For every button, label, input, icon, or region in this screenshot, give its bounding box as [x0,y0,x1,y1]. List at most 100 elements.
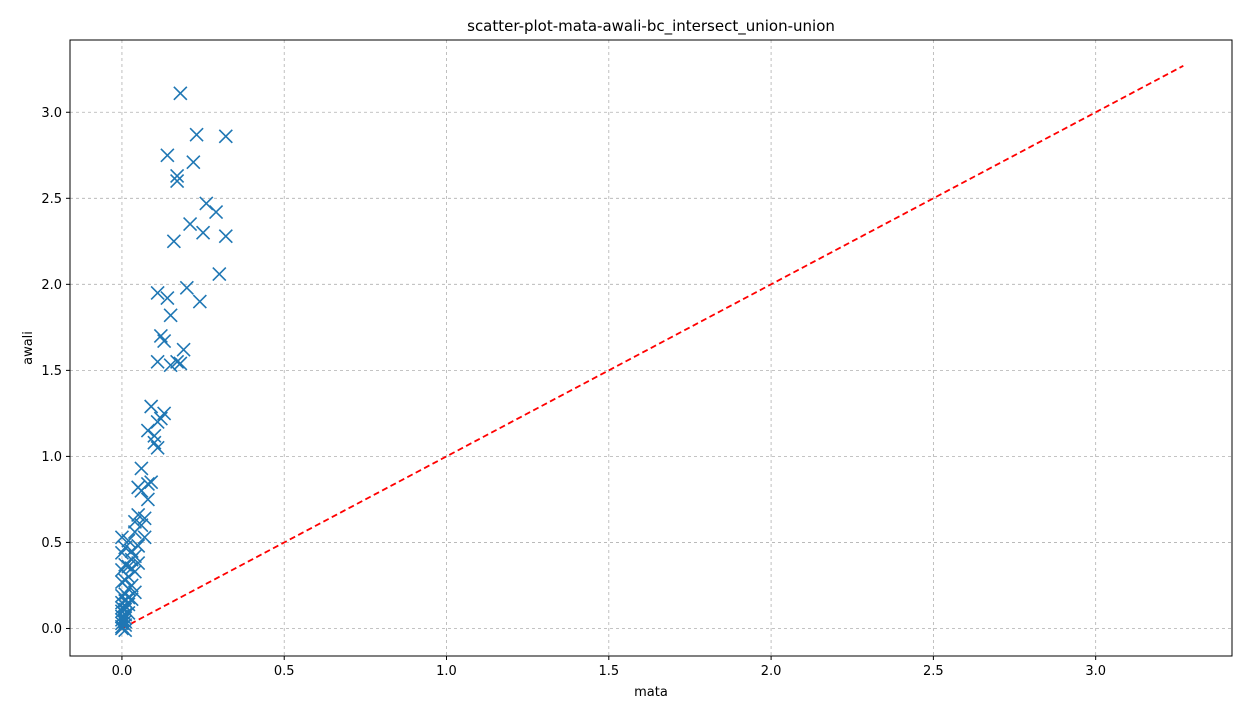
data-point-stroke [150,354,165,369]
data-points [114,86,233,638]
data-point-stroke [173,356,188,371]
data-point-stroke [134,483,149,498]
data-point-stroke [208,205,224,220]
reference-line-layer [121,65,1184,630]
data-point-stroke [144,399,159,414]
data-point-stroke [114,609,129,624]
data-point [140,492,155,507]
y-tick-label: 0.5 [41,536,62,551]
x-tick-label: 1.5 [598,664,619,679]
data-point [170,174,185,189]
data-point [218,229,233,244]
data-point-stroke [131,507,146,522]
data-point [163,358,178,373]
data-point [160,148,175,163]
data-point [127,525,142,540]
data-point-stroke [150,440,165,455]
data-point [208,205,224,220]
data-point [147,428,162,443]
data-point-stroke [127,514,142,529]
axes-frame [69,39,1233,657]
data-point-stroke [173,86,188,101]
data-point [218,129,233,144]
data-point [192,294,207,309]
data-point [114,530,129,545]
data-point-stroke [176,342,191,357]
x-tick-label: 2.0 [761,664,782,679]
data-point [137,511,152,526]
data-point-stroke [183,217,198,232]
y-tick-label: 2.0 [41,278,62,293]
data-point-stroke [127,525,142,540]
data-point-stroke [114,621,129,636]
data-point [150,440,165,455]
data-point-stroke [160,291,175,306]
data-point [114,616,129,631]
data-point [163,308,178,323]
data-point-stroke [179,280,194,295]
data-point-stroke [218,129,233,144]
data-point [118,623,133,638]
data-point-stroke [157,334,172,349]
data-point [212,266,227,282]
data-point [114,621,129,636]
data-point [183,217,198,232]
data-point [150,414,165,430]
y-axis-ticks: 0.0 0.5 1.0 1.5 2.0 2.5 3.0 [41,106,70,637]
data-point-stroke [153,328,168,344]
data-point [199,196,214,211]
data-point [140,423,155,438]
y-tick-label: 0.0 [41,622,62,637]
data-point [170,168,185,183]
data-point-stroke [150,285,165,301]
data-point-stroke [150,414,165,430]
data-point [134,461,149,476]
data-point-stroke [118,573,133,588]
data-point-stroke [114,562,129,578]
data-point [131,507,146,522]
y-tick-label: 1.0 [41,450,62,465]
data-point-stroke [170,174,185,189]
data-point-stroke [212,266,227,282]
data-point-stroke [163,308,178,323]
data-point [157,334,172,349]
data-point [121,533,136,548]
data-point-stroke [127,564,142,579]
data-point-stroke [140,423,155,438]
data-point-stroke [137,530,152,545]
data-point-stroke [131,538,146,553]
data-point-stroke [189,127,204,142]
reference-line [121,65,1184,630]
data-point-stroke [114,545,129,560]
y-tick-label: 1.5 [41,364,62,379]
data-point-stroke [199,196,214,211]
data-point [160,291,175,306]
data-point-stroke [192,294,207,309]
data-point-stroke [147,435,162,450]
data-point [134,483,149,498]
data-point [127,564,142,579]
data-point-stroke [163,358,178,373]
data-point [144,399,159,414]
data-point-stroke [114,616,129,631]
y-tick-label: 2.5 [41,192,62,207]
x-tick-label: 3.0 [1085,664,1106,679]
data-point-stroke [121,559,136,574]
data-point [114,545,129,560]
data-point-stroke [134,461,149,476]
data-point-stroke [137,511,152,526]
x-tick-label: 1.0 [436,664,457,679]
y-axis-label: awali [21,331,36,365]
data-point-stroke [218,229,233,244]
data-point-stroke [160,148,175,163]
data-point-stroke [170,354,185,369]
x-axis-label: mata [634,685,668,700]
data-point [170,354,185,369]
data-point-stroke [114,588,129,603]
data-point [137,530,152,545]
data-point [166,234,181,249]
data-point [118,573,133,588]
x-tick-label: 2.5 [923,664,944,679]
